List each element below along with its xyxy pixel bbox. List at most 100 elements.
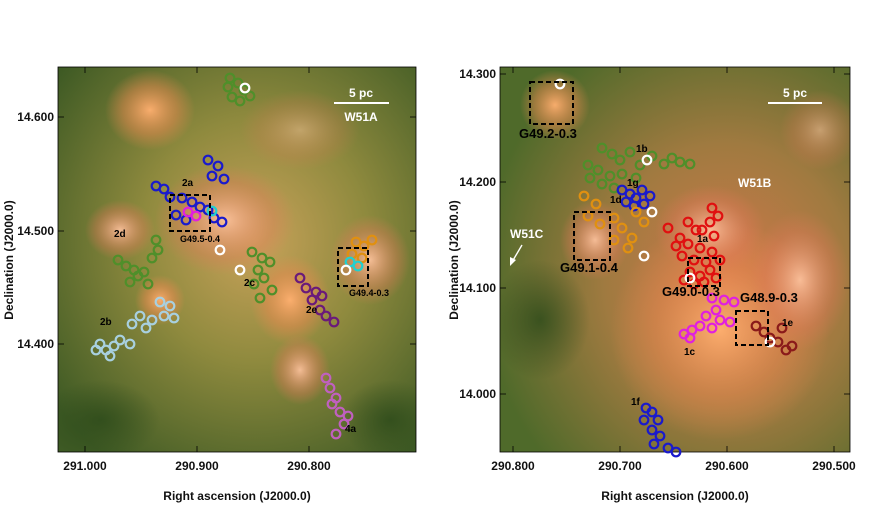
g-2d-source (142, 278, 154, 290)
g-1a-source (688, 254, 700, 266)
g-4a-source (330, 428, 342, 440)
g-2a-blue-source (158, 183, 170, 195)
g-1d-source (622, 242, 634, 254)
g-1c-source (684, 332, 696, 344)
g-4a-source (324, 382, 336, 394)
g-white-a-source (214, 244, 226, 256)
box-g49-4 (337, 247, 369, 287)
g-white-b-source (684, 272, 696, 284)
g-1c-source (700, 310, 712, 322)
g-white-b-source (764, 336, 776, 348)
g-1g-source (644, 190, 656, 202)
group-label-1b: 1b (636, 144, 648, 155)
g-4a-source (342, 410, 354, 422)
g-white-b-source (641, 154, 653, 166)
g-2b-source (90, 344, 102, 356)
g-1b-source (582, 159, 594, 171)
g-2d-source (132, 270, 144, 282)
g-2b-source (126, 318, 138, 330)
g-1f-source (646, 424, 658, 436)
g-2e-source (306, 294, 318, 306)
g-1b-source (584, 172, 596, 184)
g-2e-source (294, 272, 306, 284)
g-1c-source (710, 304, 722, 316)
g-1a-source (706, 246, 718, 258)
g-1b-source (634, 159, 646, 171)
g-1f-source (652, 414, 664, 426)
g-white-a-source (234, 264, 246, 276)
g-white-b-source (638, 250, 650, 262)
g-white-a-source (340, 264, 352, 276)
g-2c-source (246, 246, 258, 258)
g-1a-source (682, 238, 694, 250)
g-1d-source (638, 216, 650, 228)
g-2d-source (120, 260, 132, 272)
g-1d-source (582, 210, 594, 222)
g-1b-source (666, 152, 678, 164)
panel-w51a-sources (90, 72, 378, 440)
g-4a-source (320, 372, 332, 384)
g-2b-source (164, 300, 176, 312)
g-1g-source (628, 200, 640, 212)
panel-w51b-ticks (500, 67, 850, 452)
g-top-source (244, 90, 256, 102)
g-2a-blue-source (212, 160, 224, 172)
g-4a-source (334, 406, 346, 418)
scale-bar-b-label: 5 pc (783, 86, 807, 100)
g-1f-source (662, 442, 674, 454)
g-1b-source (616, 168, 628, 180)
g-2b-source (114, 334, 126, 346)
g-1b-source (674, 156, 686, 168)
group-label-1e: 1e (782, 318, 794, 329)
g-2c-source (266, 284, 278, 296)
g-2d-source (150, 234, 162, 246)
g-2c-source (258, 272, 270, 284)
g-2c-source (254, 292, 266, 304)
g-2d-source (124, 276, 136, 288)
g-1d-source (626, 232, 638, 244)
box-g49-1 (573, 211, 611, 261)
g-1b-source (684, 158, 696, 170)
box-label-g49-2: G49.2-0.3 (519, 126, 577, 141)
g-1c-source (694, 320, 706, 332)
panel-w51b-frame (499, 66, 851, 453)
group-label-2c: 2c (244, 278, 256, 289)
g-1c-source (718, 294, 730, 306)
g-1f-source (646, 406, 658, 418)
g-1g-source (636, 184, 648, 196)
box-label-g48-9: G48.9-0.3 (740, 290, 798, 305)
box-label-g49-4: G49.4-0.3 (349, 288, 389, 298)
g-1b-source (604, 170, 616, 182)
g-top-source (224, 72, 236, 84)
y-tick-a-2: 14.400 (17, 337, 54, 351)
g-1a-source (712, 210, 724, 222)
g-white-b-source (646, 206, 658, 218)
g-1d-source (590, 198, 602, 210)
g-1e-source (786, 340, 798, 352)
g-1a-source (674, 232, 686, 244)
g-2b-source (104, 350, 116, 362)
g-4a-source (326, 398, 338, 410)
g-2a-mag-source (182, 206, 194, 218)
group-label-1f: 1f (631, 397, 641, 408)
g-2c-source (256, 252, 268, 264)
g-1f-source (638, 414, 650, 426)
region-label-w51a: W51A (344, 110, 378, 124)
g-white-a-source (239, 82, 251, 94)
g-2b-source (108, 340, 120, 352)
g-2b-source (158, 310, 170, 322)
x-tick-a-2: 290.800 (287, 459, 331, 473)
g-1c-source (724, 316, 736, 328)
g-2e-source (328, 316, 340, 328)
g-1b-source (614, 154, 626, 166)
box-g48-9 (735, 310, 769, 346)
g-1a-source (704, 264, 716, 276)
g-1c-source (706, 322, 718, 334)
g-2a-blue-source (202, 154, 214, 166)
g-2b-source (124, 338, 136, 350)
g-2d-source (152, 244, 164, 256)
region-label-w51c: W51C (510, 227, 544, 241)
panel-w51a-frame (57, 66, 417, 453)
box-g49-0 (687, 257, 721, 287)
